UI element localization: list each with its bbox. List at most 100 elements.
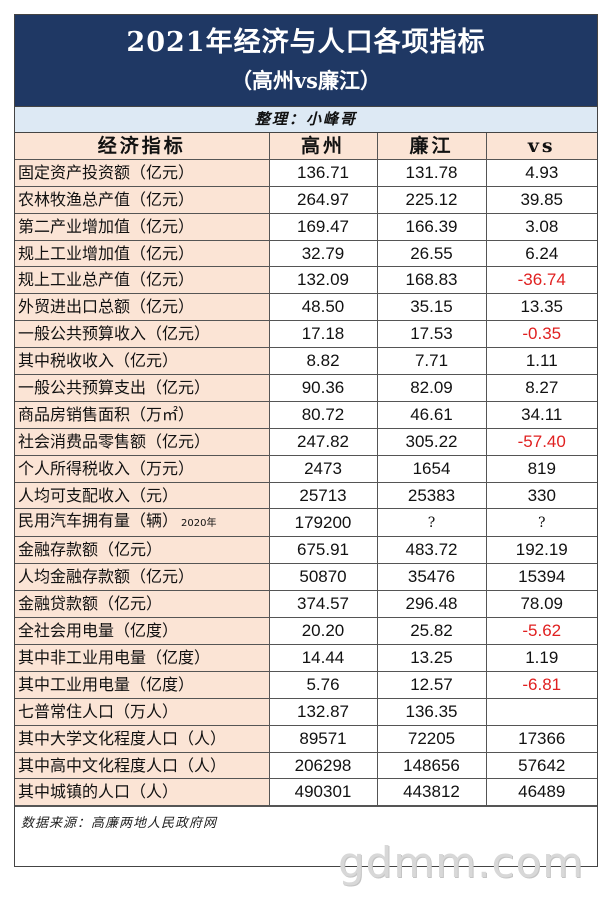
lianjiang-value: 25383 [376,481,487,510]
lianjiang-value: 7.71 [376,347,487,376]
credit-line: 整理：小峰哥 [15,107,597,133]
row-label-text: 农林牧渔总产值（亿元） [18,189,195,209]
vs-value: 13.35 [485,293,597,322]
row-label-text: 金融存款额（亿元） [18,540,163,560]
gaozhou-value: 490301 [268,778,378,807]
table-row: 全社会用电量（亿度） 20.20 25.82 -5.62 [15,617,597,646]
gaozhou-value: 206298 [268,751,378,780]
vs-value: 8.27 [485,374,597,402]
table-row: 规上工业总产值（亿元） 132.09 168.83 -36.74 [15,266,597,295]
vs-value: 6.24 [485,239,597,268]
vs-value: 57642 [485,751,597,780]
column-header-gaozhou: 高州 [268,133,378,160]
table-row: 其中高中文化程度人口（人） 206298 148656 57642 [15,751,597,780]
vs-value: 3.08 [485,212,597,241]
row-label: 金融贷款额（亿元） [15,590,270,619]
lianjiang-value: 25.82 [376,617,487,646]
lianjiang-value: 17.53 [376,320,487,349]
gaozhou-value: 179200 [268,508,378,538]
table-row: 个人所得税收入（万元） 2473 1654 819 [15,454,597,483]
lianjiang-value: 46.61 [376,400,487,429]
table-row: 社会消费品零售额（亿元） 247.82 305.22 -57.40 [15,427,597,456]
gaozhou-value: 247.82 [268,427,378,456]
gaozhou-value: 374.57 [268,590,378,619]
column-header-lianjiang: 廉江 [376,133,487,160]
gaozhou-value: 17.18 [268,320,378,349]
table-row: 人均金融存款额（亿元） 50870 35476 15394 [15,563,597,592]
table-row: 民用汽车拥有量（辆） 2020年 179200?? [15,508,597,538]
table-row: 第二产业增加值（亿元） 169.47 166.39 3.08 [15,212,597,241]
lianjiang-value: 296.48 [376,590,487,619]
table-row: 金融贷款额（亿元） 374.57 296.48 78.09 [15,590,597,619]
row-label: 其中高中文化程度人口（人） [15,751,270,780]
gaozhou-value: 132.09 [268,266,378,295]
row-label: 规上工业总产值（亿元） [15,266,270,295]
vs-value: -6.81 [485,670,597,699]
row-label-text: 其中高中文化程度人口（人） [18,755,227,775]
row-label-text: 个人所得税收入（万元） [18,458,195,478]
vs-value [485,697,597,726]
row-label: 其中税收收入（亿元） [15,347,270,376]
lianjiang-value: 13.25 [376,644,487,672]
lianjiang-value: 148656 [376,751,487,780]
gaozhou-value: 14.44 [268,644,378,672]
row-label-text: 民用汽车拥有量（辆） [18,511,179,531]
source-note: 数据来源：高廉两地人民政府网 [15,806,597,866]
vs-value: 17366 [485,724,597,753]
vs-value: -36.74 [485,266,597,295]
vs-value: -0.35 [485,320,597,349]
indicator-table: 经济指标 高州 廉江 vs 固定资产投资额（亿元） 136.71 131.78 4.9… [15,133,597,807]
vs-value: 1.19 [485,644,597,672]
vs-value: 46489 [485,778,597,807]
lianjiang-value: 136.35 [376,697,487,726]
lianjiang-value: 72205 [376,724,487,753]
row-label-text: 一般公共预算收入（亿元） [18,324,211,344]
lianjiang-value: 35.15 [376,293,487,322]
table-row: 外贸进出口总额（亿元） 48.50 35.15 13.35 [15,293,597,322]
row-label-text: 人均可支配收入（元） [18,485,179,505]
page-subtitle: （高州vs廉江） [230,68,382,93]
row-label: 个人所得税收入（万元） [15,454,270,483]
gaozhou-value: 48.50 [268,293,378,322]
row-label-text: 全社会用电量（亿度） [18,621,179,641]
gaozhou-value: 32.79 [268,239,378,268]
row-label-text: 商品房销售面积（万㎡） [18,404,195,424]
table-row: 农林牧渔总产值（亿元） 264.97 225.12 39.85 [15,185,597,214]
row-label-text: 第二产业增加值（亿元） [18,216,195,236]
row-label-text: 固定资产投资额（亿元） [18,162,195,182]
lianjiang-value: 305.22 [376,427,487,456]
table-row: 固定资产投资额（亿元） 136.71 131.78 4.93 [15,158,597,187]
lianjiang-value: 443812 [376,778,487,807]
lianjiang-value: 82.09 [376,374,487,402]
gaozhou-value: 2473 [268,454,378,483]
vs-value: 39.85 [485,185,597,214]
table-row: 其中非工业用电量（亿度） 14.44 13.25 1.19 [15,644,597,672]
row-label-text: 其中非工业用电量（亿度） [18,647,211,667]
row-label: 一般公共预算收入（亿元） [15,320,270,349]
row-label-text: 外贸进出口总额（亿元） [18,297,195,317]
column-header-vs: vs [485,133,597,160]
table-row: 其中城镇的人口（人） 490301 443812 46489 [15,778,597,807]
row-label-text: 其中工业用电量（亿度） [18,674,195,694]
gaozhou-value: 264.97 [268,185,378,214]
lianjiang-value: 168.83 [376,266,487,295]
lianjiang-value: 225.12 [376,185,487,214]
row-label: 外贸进出口总额（亿元） [15,293,270,322]
row-label-text: 一般公共预算支出（亿元） [18,377,211,397]
row-label-text: 七普常住人口（万人） [18,701,179,721]
table-row: 金融存款额（亿元） 675.91 483.72 192.19 [15,536,597,565]
gaozhou-value: 8.82 [268,347,378,376]
row-label: 社会消费品零售额（亿元） [15,427,270,456]
row-label-text: 其中大学文化程度人口（人） [18,728,227,748]
vs-value: 1.11 [485,347,597,376]
row-label-text: 社会消费品零售额（亿元） [18,431,211,451]
row-label: 人均可支配收入（元） [15,481,270,510]
title-banner: 2021年经济与人口各项指标 （高州vs廉江） [15,15,597,107]
row-year-note: 2020年 [181,518,217,530]
gaozhou-value: 20.20 [268,617,378,646]
gaozhou-value: 25713 [268,481,378,510]
row-label: 农林牧渔总产值（亿元） [15,185,270,214]
row-label: 其中工业用电量（亿度） [15,670,270,699]
vs-value: -57.40 [485,427,597,456]
row-label: 七普常住人口（万人） [15,697,270,726]
